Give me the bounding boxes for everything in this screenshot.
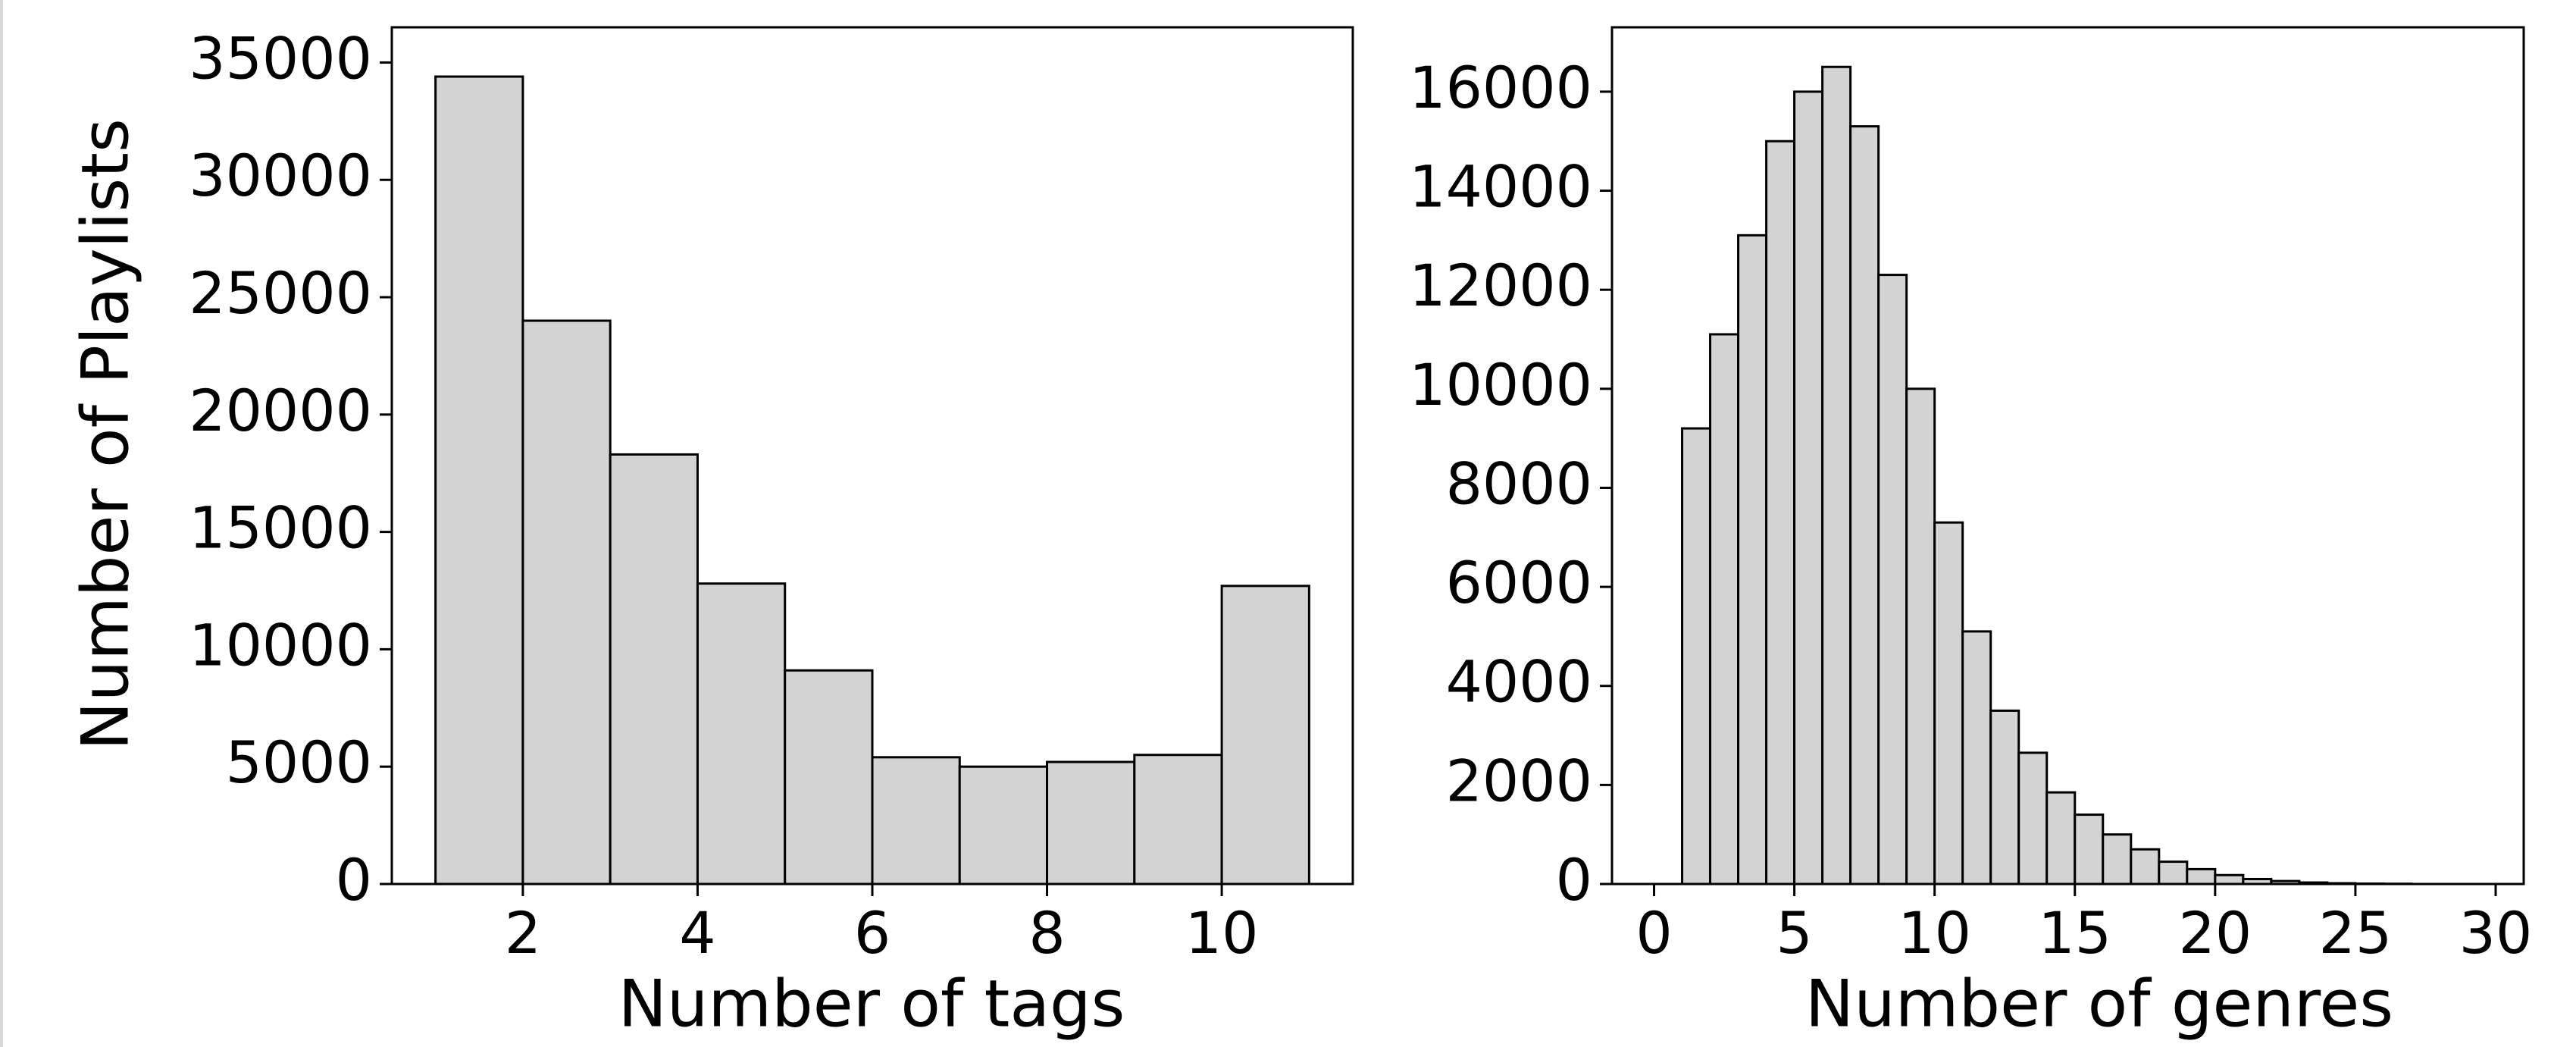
genres-y-tick-label: 10000 <box>1409 351 1592 418</box>
genres-bar <box>1961 630 1992 886</box>
tags-x-axis-label: Number of tags <box>618 966 1125 1042</box>
genres-y-tick-label: 12000 <box>1409 252 1592 319</box>
tags-y-tick-label: 15000 <box>189 494 372 562</box>
tags-x-tick-label: 4 <box>679 899 715 967</box>
genres-bar <box>1905 387 1936 886</box>
tags-bar <box>521 319 612 886</box>
genres-y-tick-label: 8000 <box>1446 450 1592 517</box>
genres-x-tick-label: 25 <box>2319 899 2393 967</box>
tags-y-tick-label: 10000 <box>189 611 372 679</box>
tags-y-tick-label: 0 <box>336 846 372 914</box>
genres-y-tick-label: 14000 <box>1409 153 1592 221</box>
genres-x-axis-label: Number of genres <box>1805 966 2393 1042</box>
genres-histogram-panel: Number of genres 0 5 10 15 20 25 30 0 2000 4000 60… <box>1409 26 2533 1042</box>
genres-axes-frame <box>1610 26 2525 886</box>
genres-bar <box>2017 751 2049 886</box>
tags-y-tick-label: 20000 <box>189 377 372 444</box>
genres-y-tick-label: 0 <box>1556 846 1592 914</box>
tags-x-tick-label: 8 <box>1028 899 1065 967</box>
tags-y-axis-label: Number of Playlists <box>67 118 143 751</box>
tags-bar <box>609 453 699 886</box>
genres-bar <box>1709 333 1740 886</box>
tags-x-tick-label: 2 <box>505 899 541 967</box>
tags-bar <box>434 75 524 886</box>
tags-bar <box>696 582 787 886</box>
genres-bar <box>1765 139 1796 886</box>
genres-bar <box>1793 90 1824 886</box>
tags-bar <box>958 765 1049 886</box>
genres-x-tick-label: 15 <box>2038 899 2111 967</box>
genres-y-tick-label: 4000 <box>1446 648 1592 716</box>
genres-y-tick-label: 6000 <box>1446 549 1592 616</box>
genres-y-tick-label: 16000 <box>1409 54 1592 121</box>
genres-bar <box>2102 833 2133 886</box>
tags-x-tick-label: 6 <box>854 899 890 967</box>
window-left-border <box>0 0 3 1047</box>
genres-bar <box>1849 125 1880 886</box>
genres-x-tick-label: 20 <box>2178 899 2252 967</box>
tags-x-tick-label: 10 <box>1185 899 1259 967</box>
tags-bar <box>784 669 874 886</box>
genres-y-tick-label: 2000 <box>1446 747 1592 814</box>
genres-bar <box>2186 867 2217 886</box>
genres-bar <box>1737 234 1768 886</box>
tags-y-tick-label: 5000 <box>226 729 372 796</box>
genres-x-tick-label: 10 <box>1898 899 1971 967</box>
genres-bar <box>1681 427 1712 886</box>
genres-bar <box>2074 813 2105 886</box>
genres-bar <box>1989 709 2020 886</box>
genres-bar <box>2214 873 2245 886</box>
tags-bar <box>1133 754 1223 886</box>
tags-bar <box>871 756 961 886</box>
tags-bar <box>1046 760 1136 886</box>
tags-histogram-panel: Number of Playlists Number of tags 2 4 6 8 1… <box>67 24 1354 1042</box>
genres-x-tick-label: 0 <box>1635 899 1672 967</box>
genres-bar <box>2158 860 2189 886</box>
genres-bar <box>1933 521 1964 886</box>
tags-bar <box>1220 585 1310 886</box>
genres-bar <box>2045 791 2077 886</box>
tags-y-tick-label: 35000 <box>189 24 372 92</box>
genres-bar <box>1821 65 1852 886</box>
tags-y-tick-label: 30000 <box>189 142 372 209</box>
tags-y-tick-label: 25000 <box>189 259 372 327</box>
genres-x-tick-label: 5 <box>1776 899 1812 967</box>
genres-x-tick-label: 30 <box>2459 899 2533 967</box>
genres-bar <box>2130 848 2161 886</box>
genres-bar <box>1877 274 1908 886</box>
